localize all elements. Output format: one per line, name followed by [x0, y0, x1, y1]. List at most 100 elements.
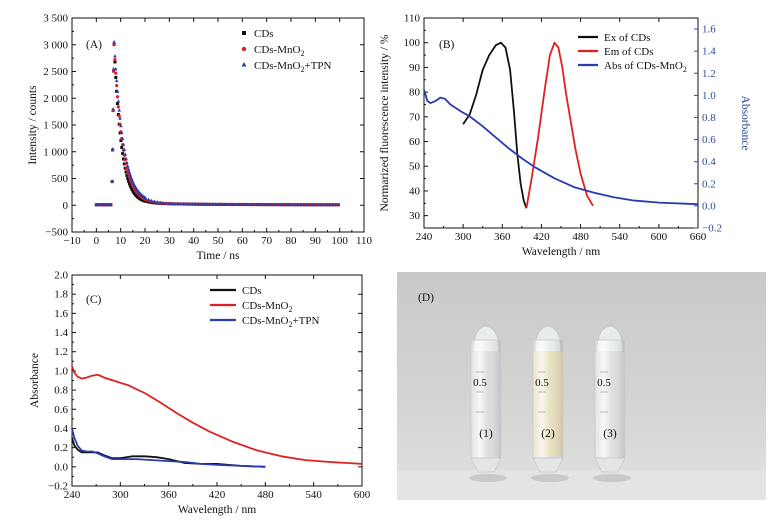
panel-label: (C) [86, 294, 102, 306]
right-y-tick-label: 0.4 [702, 156, 716, 168]
series-point [116, 105, 120, 109]
y-tick-label: 0.8 [54, 385, 68, 397]
x-tick-label: 600 [354, 489, 371, 501]
series-point [121, 152, 125, 156]
y-tick-label: 0 [63, 200, 69, 212]
legend-entry: Ex of CDs [604, 32, 650, 44]
series-point [310, 202, 314, 207]
series-point [144, 199, 148, 203]
y-tick-label: 0.4 [54, 423, 68, 435]
series-point [316, 202, 320, 207]
series-point [119, 130, 124, 135]
series-point [324, 202, 329, 207]
y-tick-label: 0.0 [54, 461, 68, 473]
x-axis-title: Wavelength / nm [178, 504, 256, 516]
y-tick-label: 3 000 [43, 39, 68, 51]
vial-label: (3) [603, 428, 617, 440]
series-point [116, 113, 120, 117]
y-tick-label: −0.2 [48, 481, 68, 493]
x-axis-title: Time / ns [196, 250, 240, 262]
vial-tip [470, 457, 502, 473]
x-tick-label: 0 [94, 235, 100, 247]
vial-glass [594, 339, 626, 459]
series-point [190, 202, 195, 206]
x-tick-label: 30 [164, 235, 176, 247]
series-point [175, 201, 180, 206]
legend-marker [241, 46, 247, 52]
photo-background [397, 272, 766, 500]
y-tick-label: 1 500 [43, 120, 68, 132]
series-2-line [71, 365, 363, 465]
legend-entry-sub: 2 [683, 65, 687, 74]
series-point [167, 201, 171, 205]
series-point [94, 202, 99, 207]
y-tick-label: 1.8 [54, 289, 68, 301]
series-point [149, 198, 154, 203]
panel-label: (A) [86, 39, 102, 51]
series-point [257, 202, 262, 207]
series-point [113, 60, 117, 64]
y-tick-label: 80 [409, 87, 421, 99]
y-tick-label: 110 [404, 13, 421, 25]
x-tick-label: 480 [572, 231, 589, 243]
plot-frame [71, 17, 365, 233]
right-y-axis-title: Absorbance [739, 96, 751, 151]
y-tick-label: 0.2 [54, 442, 68, 454]
x-tick-label: 480 [257, 489, 274, 501]
right-y-tick-label: 0.0 [702, 200, 716, 212]
vial-glass [470, 339, 502, 459]
series-point [101, 202, 106, 207]
series-point [275, 202, 279, 207]
vial-tip [532, 457, 564, 473]
x-tick-label: 70 [261, 235, 273, 247]
x-tick-label: 420 [209, 489, 226, 501]
series-point [125, 173, 129, 177]
series-point [125, 164, 130, 168]
y-tick-label: 70 [409, 111, 421, 123]
legend-entry: CDs [254, 28, 274, 40]
series-point [110, 179, 114, 183]
series-point [127, 182, 131, 186]
series-point [122, 147, 127, 152]
legend-entry: CDs-MnO2+TPN [254, 60, 331, 74]
series-point [115, 95, 120, 99]
photo-panel-d: (D) 0.5 (1) 0.5 (2) 0.5 (3) [397, 272, 766, 500]
vial-tip [594, 457, 626, 473]
series-point [187, 202, 192, 206]
x-tick-label: 240 [64, 489, 81, 501]
series-point [115, 89, 120, 93]
series-point [111, 106, 115, 111]
series-point [110, 147, 115, 151]
x-tick-label: 300 [455, 231, 472, 243]
series-point [313, 202, 317, 207]
series-point [118, 116, 122, 120]
x-tick-label: 540 [611, 231, 628, 243]
y-tick-label: 50 [409, 161, 421, 173]
series-point [234, 202, 238, 206]
y-tick-label: 60 [409, 136, 421, 148]
series-point [104, 202, 108, 207]
legend-entry: CDs [242, 285, 262, 297]
legend-marker [242, 31, 246, 35]
x-tick-label: 360 [494, 231, 511, 243]
series-point [286, 202, 291, 207]
panel-label: (B) [439, 39, 455, 51]
series-point [122, 162, 126, 166]
y-tick-label: 0.6 [54, 404, 68, 416]
x-tick-label: 660 [690, 231, 707, 243]
legend-entry-suffix: +TPN [292, 315, 319, 327]
series-point [292, 202, 297, 207]
series-point [213, 202, 218, 206]
right-y-tick-label: 0.2 [702, 178, 716, 190]
plot-frame [423, 17, 699, 229]
x-tick-label: 90 [310, 235, 322, 247]
x-tick-label: 100 [331, 235, 348, 247]
chart-panel-a: −10 0 10 20 30 40 50 60 70 80 90 100 110 −500 0 500 1 00… [27, 13, 373, 263]
legend-entry-main: CDs-MnO [242, 300, 289, 312]
right-y-tick-label: 0.6 [702, 134, 716, 146]
series-point [114, 78, 119, 83]
series-point [113, 54, 117, 58]
vial-graduation-label: 0.5 [535, 377, 549, 389]
chart-panel-c: 240 300 360 420 480 540 600 −0.2 0.0 0.2 0.4 0.6 0.8… [29, 270, 371, 517]
